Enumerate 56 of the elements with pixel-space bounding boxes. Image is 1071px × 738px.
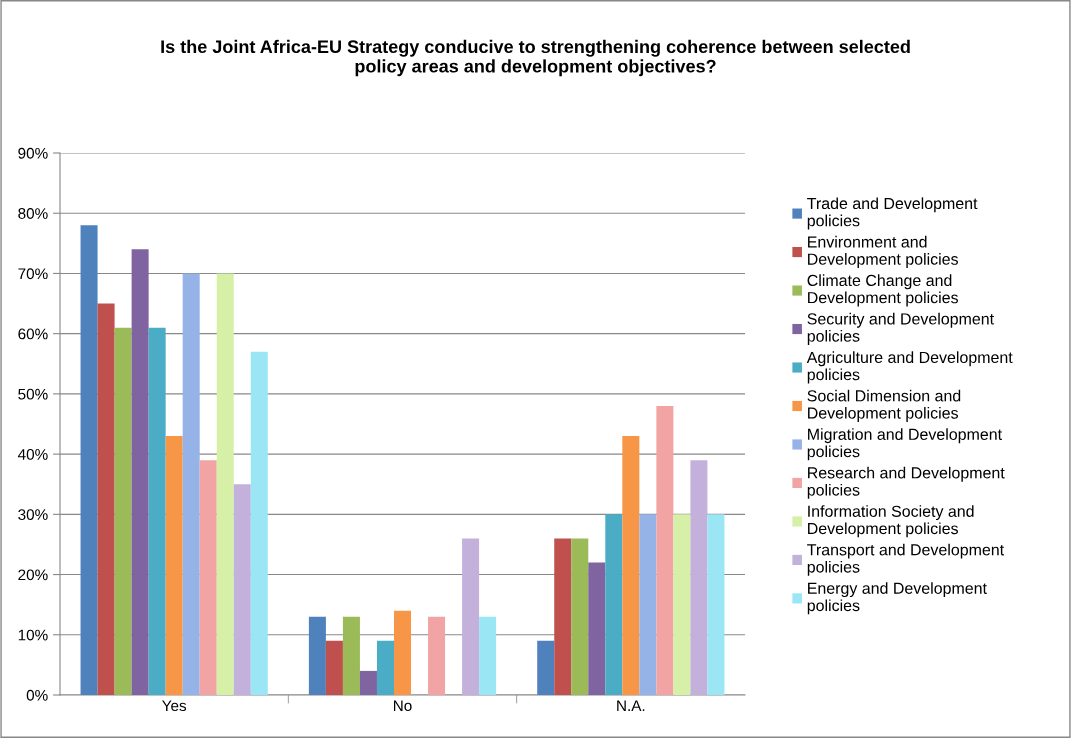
bar (114, 327, 132, 695)
bar (673, 514, 691, 695)
bar (554, 538, 572, 695)
legend-label: Research and Development policies (807, 466, 1005, 499)
legend-label: Climate Change and Development policies (807, 274, 958, 307)
bar (622, 436, 640, 695)
bar (359, 670, 377, 695)
y-tick-label: 50% (18, 388, 48, 400)
bar (216, 273, 234, 695)
bar (428, 616, 446, 695)
bar (462, 538, 480, 695)
y-tick-label: 10% (18, 629, 48, 641)
legend-label: Information Society and Development policies (808, 505, 974, 538)
y-tick-label: 20% (18, 569, 48, 581)
bar (639, 514, 657, 695)
bar (707, 514, 725, 695)
bar (342, 616, 360, 695)
bar (80, 225, 98, 695)
legend-label: Transport and Development policies (807, 543, 1005, 576)
bar (308, 616, 326, 695)
bar (376, 640, 394, 695)
legend-label: Energy and Development policies (807, 582, 987, 615)
legend-label: Security and Development policies (807, 312, 994, 345)
legend-label: Social Dimension and Development policies (807, 389, 961, 422)
bar (656, 405, 674, 695)
y-tick-label: 80% (18, 208, 48, 219)
legend-label: Agriculture and Development policies (806, 351, 1013, 384)
y-tick-label: 60% (18, 328, 48, 340)
legend-label: Environment and Development policies (808, 235, 958, 268)
x-tick-label: Yes (162, 700, 187, 712)
y-tick-label: 0% (26, 689, 48, 701)
bar (131, 249, 149, 695)
bar (199, 460, 217, 695)
bar (250, 351, 268, 695)
x-tick-label: N.A. (617, 700, 645, 711)
y-tick-label: 30% (18, 509, 48, 521)
bar (690, 460, 708, 695)
bar (571, 538, 589, 695)
y-tick-label: 40% (17, 448, 48, 460)
legend-label: Migration and Development policies (807, 428, 1002, 461)
bar (393, 610, 412, 695)
y-tick-label: 70% (18, 268, 48, 280)
bar (165, 436, 183, 695)
bar (325, 640, 343, 695)
bar (537, 640, 555, 695)
legend-label: Trade and Development policies (807, 197, 978, 230)
bar (233, 484, 251, 695)
bar (148, 327, 166, 695)
y-tick-label: 90% (18, 147, 48, 159)
bar (605, 514, 623, 695)
x-tick-label: No (393, 700, 412, 712)
bar (479, 616, 497, 695)
bar (588, 562, 606, 695)
chart-title: Is the Joint Africa-EU Strategy conducive to strengthening coherence between selected policy areas and development objectives? (161, 39, 910, 77)
bar (97, 303, 115, 695)
bar (182, 273, 200, 695)
